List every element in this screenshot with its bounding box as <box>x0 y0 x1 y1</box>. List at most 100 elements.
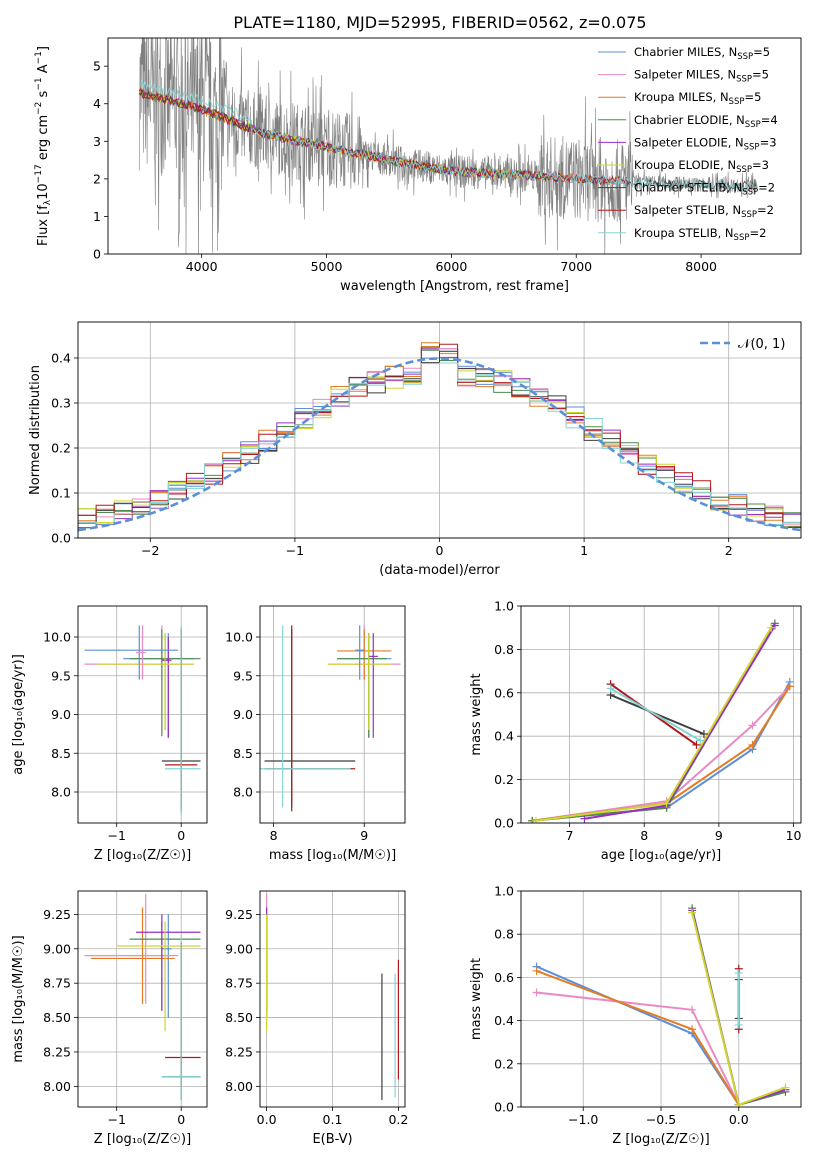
legend-tail: =2 <box>758 181 775 195</box>
x-tick-label: 5000 <box>311 259 343 274</box>
legend-sub: SSP <box>729 97 745 107</box>
y-tick-label: 8.00 <box>43 1079 71 1094</box>
legend-entry: Kroupa STELIB, NSSP=2 <box>634 226 766 243</box>
y-tick-label: 0.2 <box>51 441 71 456</box>
y-tick-label: 0.0 <box>51 531 71 546</box>
legend-tail: =3 <box>752 158 769 172</box>
axes: −1 0 8.00 8.25 8.50 8.75 9.00 9.25 Z [log₁₀(Z/Z☉… <box>11 890 208 1147</box>
y-tick-label: 9.0 <box>233 707 253 722</box>
y-label-part: Flux [f <box>36 205 51 246</box>
weight-marker <box>785 682 794 691</box>
panel-mass-vs-Z: −1 0 8.00 8.25 8.50 8.75 9.00 9.25 Z [log₁₀(Z/Z☉… <box>11 890 208 1147</box>
y-tick-label: 9.5 <box>51 668 71 683</box>
x-tick-label: 7 <box>566 828 574 843</box>
weight-marker <box>531 816 540 823</box>
x-axis-label: Z [log₁₀(Z/Z☉)] <box>612 1132 709 1147</box>
plot-area <box>84 625 201 816</box>
y-tick-label: 0.1 <box>51 486 71 501</box>
y-tick-label: 0.2 <box>494 772 514 787</box>
axes-frame <box>259 605 406 824</box>
y-tick-label: 9.0 <box>51 707 71 722</box>
y-tick-label: 8.25 <box>225 1044 253 1059</box>
y-tick-label: 0.0 <box>494 816 514 831</box>
legend-entry: Salpeter STELIB, NSSP=2 <box>634 203 774 220</box>
weight-marker <box>532 966 541 975</box>
x-tick-label: 6000 <box>435 259 467 274</box>
y-tick-label: 8.0 <box>233 785 253 800</box>
y-tick-label: 0.0 <box>494 1100 514 1115</box>
y-tick-label: 9.5 <box>233 668 253 683</box>
y-tick-label: 8.50 <box>43 1010 71 1025</box>
plot-area <box>138 38 758 254</box>
weight-marker <box>580 814 589 823</box>
x-axis-label: age [log₁₀(age/yr)] <box>601 848 722 863</box>
legend-tail: =3 <box>760 135 777 149</box>
residual-histogram <box>78 362 801 525</box>
x-axis-label: mass [log₁₀(M/M☉)] <box>269 848 396 863</box>
legend-name: Salpeter STELIB, N <box>634 203 741 217</box>
y-axis-label: Normed distribution <box>28 365 43 495</box>
x-tick-label: −2 <box>141 543 159 558</box>
weight-marker <box>767 623 776 632</box>
y-axis-label: age [log₁₀(age/yr)] <box>11 654 26 775</box>
x-tick-label: 0 <box>177 1112 185 1127</box>
legend-entry: Kroupa MILES, NSSP=5 <box>634 90 761 107</box>
x-tick-label: 9 <box>715 828 723 843</box>
y-label-part: ] <box>36 46 51 51</box>
y-tick-label: 0.6 <box>494 685 514 700</box>
y-tick-label: 0.6 <box>494 970 514 985</box>
legend-sub: SSP <box>736 165 752 175</box>
y-label-part: −1 <box>34 51 44 64</box>
weight-marker <box>662 799 671 808</box>
y-label-part: erg cm <box>36 115 51 164</box>
panel-residuals: −2 −1 0 1 2 0.0 0.1 0.2 0.3 0.4 (data-model)/error… <box>28 321 802 578</box>
y-tick-label: 2 <box>93 171 101 186</box>
y-label-part: −17 <box>34 164 44 183</box>
axes: 7 8 9 10 0.0 0.2 0.4 0.6 0.8 1.0 age [log₁₀(age/yr… <box>469 599 802 864</box>
x-tick-label: 0.2 <box>388 1112 408 1127</box>
y-tick-label: 1.0 <box>494 884 514 899</box>
weight-marker <box>606 684 615 693</box>
y-tick-label: 3 <box>93 134 101 149</box>
axes: −1.0 −0.5 0.0 0.0 0.2 0.4 0.6 0.8 1.0 Z [log₁₀(Z/… <box>469 884 802 1147</box>
model-fit-line <box>139 78 757 192</box>
weight-marker <box>734 1020 743 1029</box>
axes: −1 0 8.0 8.5 9.0 9.5 10.0 Z [log₁₀(Z/Z☉)] age [l… <box>11 605 208 863</box>
legend-name: Chabrier MILES, N <box>634 45 737 59</box>
panel-mass-vs-ebv: 0.0 0.1 0.2 8.00 8.25 8.50 8.75 9.00 9.25 E(B-V) <box>225 890 408 1147</box>
legend-sub: SSP <box>744 142 760 152</box>
x-axis-label: Z [log₁₀(Z/Z☉)] <box>94 1132 191 1147</box>
axes: 0.0 0.1 0.2 8.00 8.25 8.50 8.75 9.00 9.25 E(B-V) <box>225 890 408 1147</box>
grid-lines <box>521 605 801 824</box>
y-tick-label: 1.0 <box>494 599 514 614</box>
weight-marker <box>734 1100 743 1107</box>
plot-area <box>532 904 790 1107</box>
y-tick-label: 0 <box>93 247 101 262</box>
x-tick-label: 7000 <box>560 259 592 274</box>
y-tick-label: 9.00 <box>43 941 71 956</box>
x-tick-label: −1.0 <box>568 1112 598 1127</box>
axes-frame <box>520 605 802 824</box>
y-tick-label: 9.25 <box>43 907 71 922</box>
x-tick-label: 4000 <box>186 259 218 274</box>
y-tick-label: 0.4 <box>494 1013 514 1028</box>
weight-line <box>536 965 740 1106</box>
legend-name: Kroupa STELIB, N <box>634 226 734 240</box>
legend-name: Chabrier STELIB, N <box>634 181 742 195</box>
legend-entry: Chabrier MILES, NSSP=5 <box>634 45 770 62</box>
y-tick-label: 9.00 <box>225 941 253 956</box>
y-tick-label: 0.4 <box>51 351 71 366</box>
grid-lines <box>260 891 405 1107</box>
legend-name: Kroupa ELODIE, N <box>634 158 736 172</box>
x-tick-label: 0 <box>436 543 444 558</box>
y-tick-label: 0.4 <box>494 729 514 744</box>
legend-tail: =2 <box>757 203 774 217</box>
legend-sub: SSP <box>736 75 752 85</box>
weight-line <box>532 622 776 822</box>
y-axis-label: Flux [fλ10−17 erg cm−2 s−1 A−1] <box>34 46 53 246</box>
panel-weight-vs-age: 7 8 9 10 0.0 0.2 0.4 0.6 0.8 1.0 age [log₁₀(age/yr… <box>469 599 802 864</box>
y-tick-label: 4 <box>93 96 101 111</box>
